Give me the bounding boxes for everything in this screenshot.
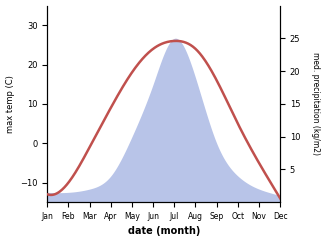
X-axis label: date (month): date (month) <box>127 227 200 236</box>
Y-axis label: max temp (C): max temp (C) <box>6 75 15 133</box>
Y-axis label: med. precipitation (kg/m2): med. precipitation (kg/m2) <box>311 52 320 155</box>
